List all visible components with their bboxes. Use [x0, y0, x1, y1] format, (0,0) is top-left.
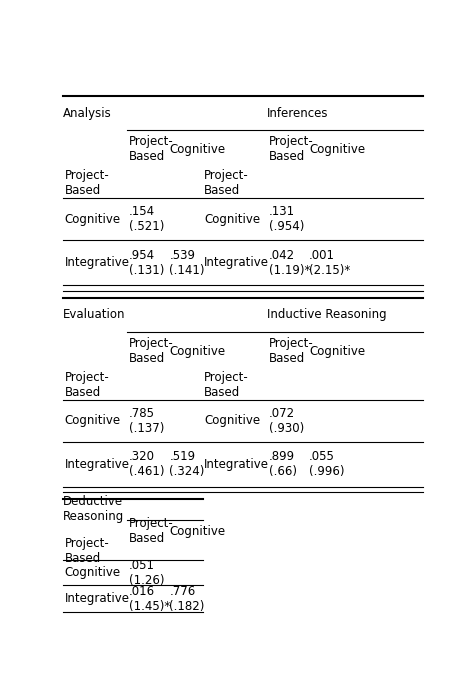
Text: Inferences: Inferences: [267, 107, 328, 120]
Text: .131
(.954): .131 (.954): [269, 205, 304, 233]
Text: Integrative: Integrative: [65, 256, 130, 269]
Text: .954
(.131): .954 (.131): [129, 249, 164, 276]
Text: Cognitive: Cognitive: [65, 414, 121, 427]
Text: .001
(2.15)*: .001 (2.15)*: [309, 249, 350, 276]
Text: Cognitive: Cognitive: [65, 566, 121, 579]
Text: Project-
Based: Project- Based: [129, 337, 174, 365]
Text: Project-
Based: Project- Based: [65, 371, 109, 399]
Text: .042
(1.19)*: .042 (1.19)*: [269, 249, 310, 276]
Text: Cognitive: Cognitive: [309, 344, 365, 358]
Text: .154
(.521): .154 (.521): [129, 205, 164, 233]
Text: .776
(.182): .776 (.182): [169, 585, 205, 613]
Text: Evaluation: Evaluation: [63, 308, 126, 321]
Text: Project-
Based: Project- Based: [204, 371, 249, 399]
Text: Project-
Based: Project- Based: [269, 136, 313, 163]
Text: Project-
Based: Project- Based: [129, 517, 174, 545]
Text: Cognitive: Cognitive: [169, 143, 226, 156]
Text: .519
(.324): .519 (.324): [169, 450, 205, 478]
Text: Project-
Based: Project- Based: [65, 169, 109, 197]
Text: Cognitive: Cognitive: [169, 524, 226, 537]
Text: Analysis: Analysis: [63, 107, 112, 120]
Text: .051
(1.26): .051 (1.26): [129, 559, 164, 587]
Text: .785
(.137): .785 (.137): [129, 407, 164, 435]
Text: Project-
Based: Project- Based: [269, 337, 313, 365]
Text: .072
(.930): .072 (.930): [269, 407, 304, 435]
Text: .899
(.66): .899 (.66): [269, 450, 297, 478]
Text: Deductive
Reasoning: Deductive Reasoning: [63, 495, 124, 524]
Text: Project-
Based: Project- Based: [65, 537, 109, 566]
Text: .016
(1.45)*: .016 (1.45)*: [129, 585, 170, 613]
Text: Project-
Based: Project- Based: [129, 136, 174, 163]
Text: Integrative: Integrative: [204, 256, 269, 269]
Text: Cognitive: Cognitive: [204, 414, 261, 427]
Text: .055
(.996): .055 (.996): [309, 450, 345, 478]
Text: Cognitive: Cognitive: [169, 344, 226, 358]
Text: Integrative: Integrative: [204, 457, 269, 471]
Text: Cognitive: Cognitive: [309, 143, 365, 156]
Text: .320
(.461): .320 (.461): [129, 450, 164, 478]
Text: Inductive Reasoning: Inductive Reasoning: [267, 308, 386, 321]
Text: Project-
Based: Project- Based: [204, 169, 249, 197]
Text: .539
(.141): .539 (.141): [169, 249, 205, 276]
Text: Cognitive: Cognitive: [204, 213, 261, 225]
Text: Integrative: Integrative: [65, 592, 130, 605]
Text: Integrative: Integrative: [65, 457, 130, 471]
Text: Cognitive: Cognitive: [65, 213, 121, 225]
